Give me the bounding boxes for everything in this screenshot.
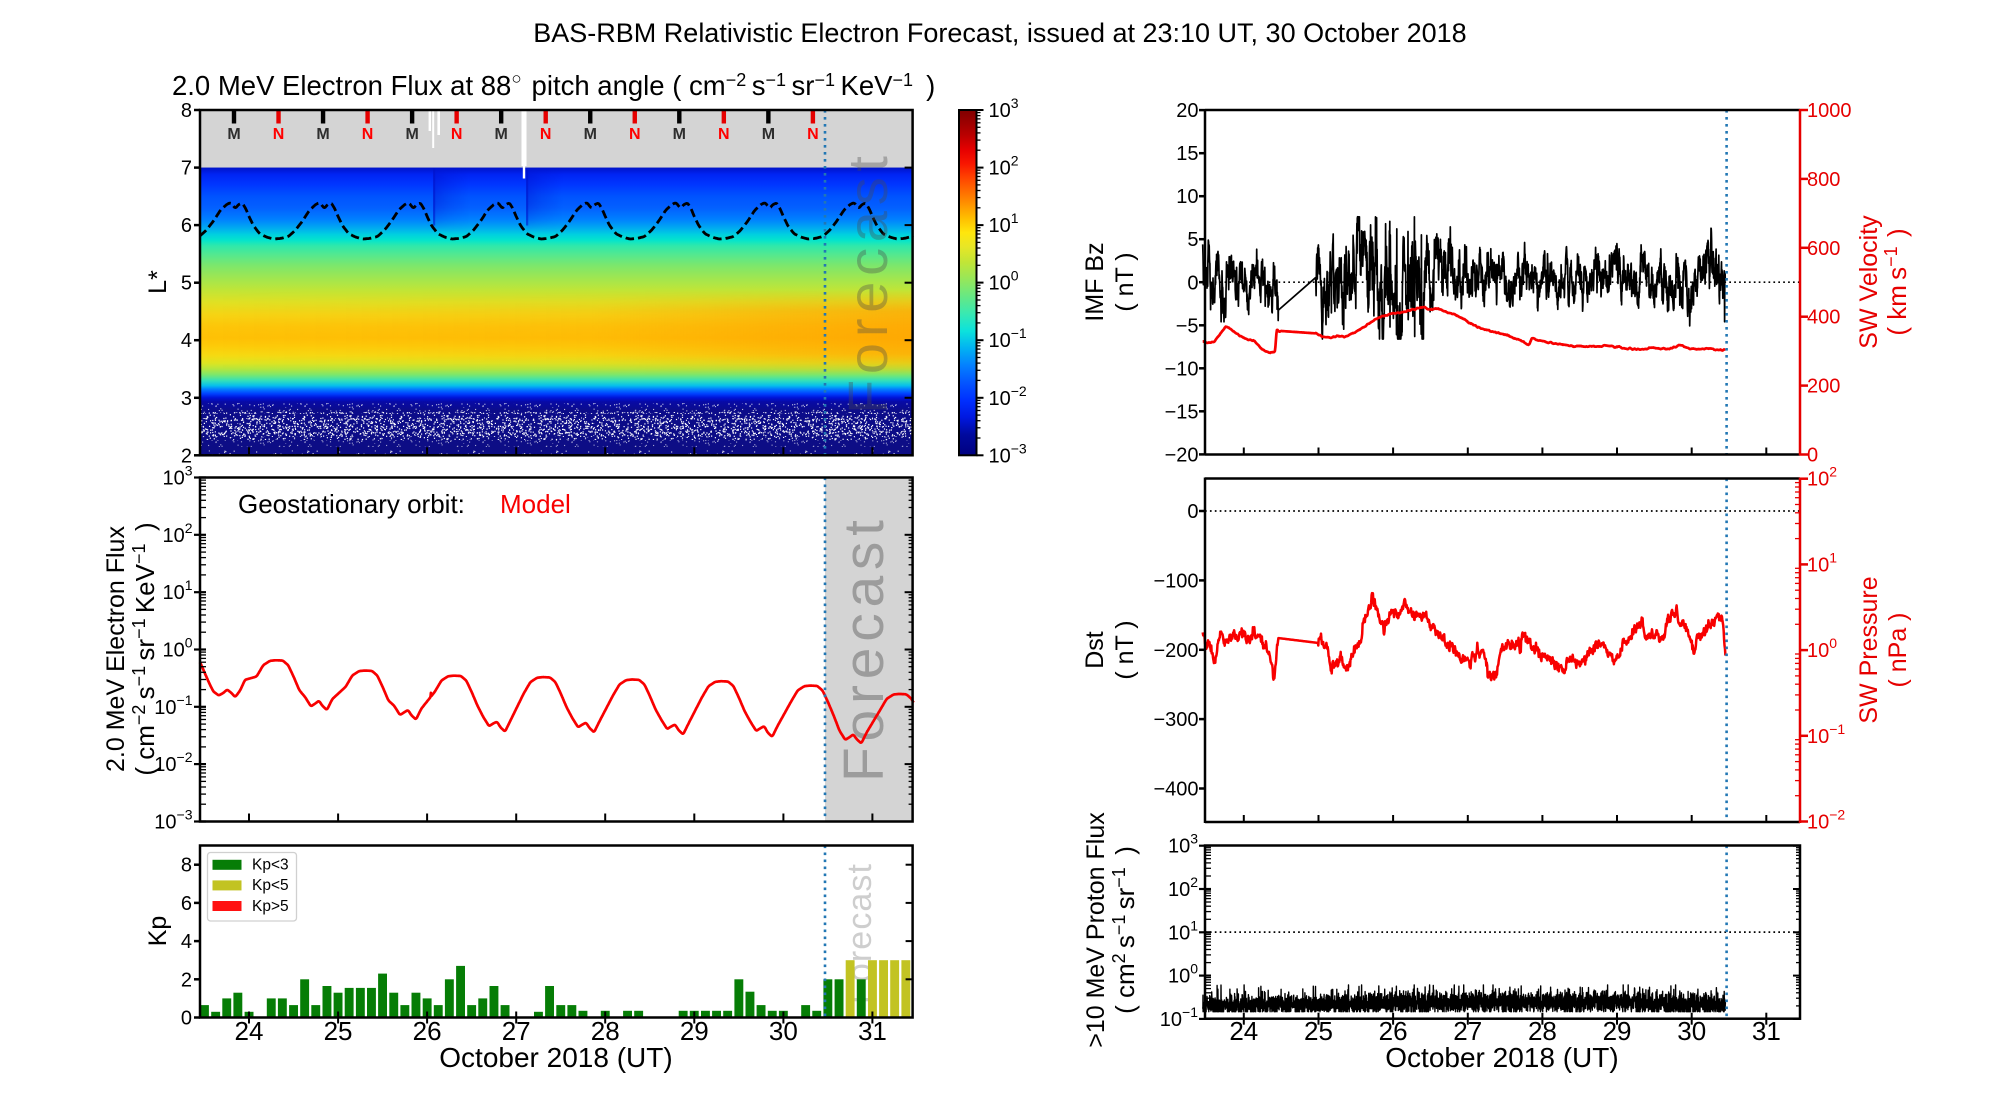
svg-text:28: 28 <box>1528 1016 1557 1046</box>
svg-text:M: M <box>673 126 686 143</box>
svg-text:Kp<5: Kp<5 <box>252 877 289 894</box>
svg-text:M: M <box>762 126 775 143</box>
svg-text:−15: −15 <box>1165 401 1199 423</box>
svg-text:31: 31 <box>1752 1016 1781 1046</box>
svg-text:N: N <box>629 126 641 143</box>
svg-text:BAS-RBM Relativistic Electron: BAS-RBM Relativistic Electron Forecast, … <box>533 18 1466 48</box>
svg-text:5: 5 <box>1187 229 1198 251</box>
svg-text:SW Pressure: SW Pressure <box>1855 576 1883 723</box>
svg-text:10−3: 10−3 <box>154 806 192 833</box>
svg-text:29: 29 <box>680 1016 709 1046</box>
svg-text:October 2018 (UT): October 2018 (UT) <box>1385 1042 1618 1073</box>
svg-text:30: 30 <box>769 1016 798 1046</box>
svg-text:N: N <box>807 126 819 143</box>
svg-text:( nT ): ( nT ) <box>1111 620 1139 679</box>
svg-text:−10: −10 <box>1165 358 1199 380</box>
svg-text:600: 600 <box>1807 238 1840 260</box>
svg-text:2: 2 <box>181 445 192 467</box>
svg-text:IMF Bz: IMF Bz <box>1081 242 1109 321</box>
svg-text:M: M <box>316 126 329 143</box>
svg-text:8: 8 <box>181 100 192 122</box>
svg-text:400: 400 <box>1807 307 1840 329</box>
svg-text:SW Velocity: SW Velocity <box>1855 215 1883 349</box>
svg-text:0: 0 <box>181 1008 192 1030</box>
svg-text:( nT ): ( nT ) <box>1111 252 1139 311</box>
svg-text:29: 29 <box>1603 1016 1632 1046</box>
svg-text:20: 20 <box>1176 100 1198 122</box>
svg-text:15: 15 <box>1176 143 1198 165</box>
svg-text:2.0 MeV Electron Flux: 2.0 MeV Electron Flux <box>102 526 130 772</box>
svg-text:2.0 MeV Electron Flux at 88○: 2.0 MeV Electron Flux at 88○ pitch angle… <box>172 69 935 101</box>
svg-text:102: 102 <box>1807 464 1837 491</box>
svg-text:8: 8 <box>181 855 192 877</box>
svg-text:−20: −20 <box>1165 444 1199 466</box>
svg-text:24: 24 <box>1229 1016 1258 1046</box>
svg-text:−200: −200 <box>1153 640 1198 662</box>
svg-text:N: N <box>362 126 374 143</box>
svg-text:>10 MeV Proton Flux: >10 MeV Proton Flux <box>1082 812 1110 1048</box>
svg-text:200: 200 <box>1807 376 1840 398</box>
svg-text:1000: 1000 <box>1807 100 1852 122</box>
svg-text:Kp>5: Kp>5 <box>252 898 289 915</box>
svg-text:25: 25 <box>1304 1016 1333 1046</box>
svg-text:6: 6 <box>181 893 192 915</box>
svg-text:10: 10 <box>1176 186 1198 208</box>
svg-text:800: 800 <box>1807 169 1840 191</box>
svg-text:2: 2 <box>181 969 192 991</box>
svg-text:0: 0 <box>1807 445 1818 467</box>
svg-text:( nPa ): ( nPa ) <box>1884 612 1912 687</box>
svg-text:6: 6 <box>181 215 192 237</box>
svg-text:Geostationary orbit:: Geostationary orbit: <box>238 489 465 519</box>
svg-text:−300: −300 <box>1153 709 1198 731</box>
svg-text:10−1: 10−1 <box>989 325 1027 352</box>
svg-text:0: 0 <box>1187 272 1198 294</box>
svg-text:−400: −400 <box>1153 779 1198 801</box>
svg-text:N: N <box>273 126 285 143</box>
svg-text:26: 26 <box>1379 1016 1408 1046</box>
svg-text:M: M <box>584 126 597 143</box>
svg-text:4: 4 <box>181 330 192 352</box>
svg-text:−5: −5 <box>1176 315 1199 337</box>
svg-text:5: 5 <box>181 273 192 295</box>
svg-text:7: 7 <box>181 158 192 180</box>
svg-text:Model: Model <box>500 489 571 519</box>
svg-text:28: 28 <box>591 1016 620 1046</box>
svg-text:( cm−2 s−1 sr−1 KeV−1 ): ( cm−2 s−1 sr−1 KeV−1 ) <box>129 522 160 775</box>
svg-text:Forecast: Forecast <box>836 156 899 414</box>
svg-text:27: 27 <box>502 1016 531 1046</box>
svg-text:( km s−1 ): ( km s−1 ) <box>1881 228 1912 335</box>
svg-text:24: 24 <box>235 1016 264 1046</box>
svg-text:27: 27 <box>1453 1016 1482 1046</box>
svg-text:N: N <box>451 126 463 143</box>
svg-text:26: 26 <box>413 1016 442 1046</box>
svg-text:M: M <box>495 126 508 143</box>
svg-text:30: 30 <box>1677 1016 1706 1046</box>
svg-text:L*: L* <box>144 270 172 294</box>
svg-text:3: 3 <box>181 388 192 410</box>
svg-text:25: 25 <box>324 1016 353 1046</box>
svg-text:October 2018 (UT): October 2018 (UT) <box>439 1042 672 1073</box>
svg-text:4: 4 <box>181 931 192 953</box>
svg-text:Kp<3: Kp<3 <box>252 857 289 874</box>
svg-text:N: N <box>718 126 730 143</box>
svg-text:Dst: Dst <box>1081 631 1109 669</box>
svg-text:N: N <box>540 126 552 143</box>
svg-text:0: 0 <box>1187 501 1198 523</box>
svg-text:M: M <box>227 126 240 143</box>
svg-text:10−3: 10−3 <box>989 440 1027 467</box>
svg-text:31: 31 <box>858 1016 887 1046</box>
svg-text:−100: −100 <box>1153 570 1198 592</box>
svg-text:Kp: Kp <box>144 916 172 947</box>
svg-text:M: M <box>405 126 418 143</box>
